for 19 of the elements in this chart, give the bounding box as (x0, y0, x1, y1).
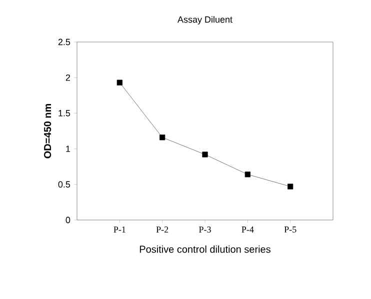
point (202, 152, 208, 158)
y-tick-label: 2.5 (58, 38, 70, 46)
x-tick-label: P-4 (242, 226, 254, 232)
point (116, 80, 122, 86)
x-tick-label: P-3 (199, 226, 211, 233)
point (288, 184, 294, 190)
x-tick-label: P-2 (156, 226, 168, 232)
y-tick-label: 1.5 (58, 110, 70, 116)
y-tick-label: 1 (66, 146, 70, 152)
y-tick-label: 0 (66, 216, 70, 224)
x-axis-title: Positive control dilution series (140, 245, 270, 253)
chart-title: Assay Diluent (178, 16, 232, 24)
y-axis-title: OD=450 nm (44, 104, 52, 158)
point (160, 134, 166, 140)
x-tick-label: P-1 (114, 226, 126, 232)
x-tick-label: P-5 (284, 226, 296, 233)
y-tick-label: 0.5 (58, 181, 70, 188)
point (244, 172, 250, 178)
y-tick-label: 2 (66, 74, 70, 81)
